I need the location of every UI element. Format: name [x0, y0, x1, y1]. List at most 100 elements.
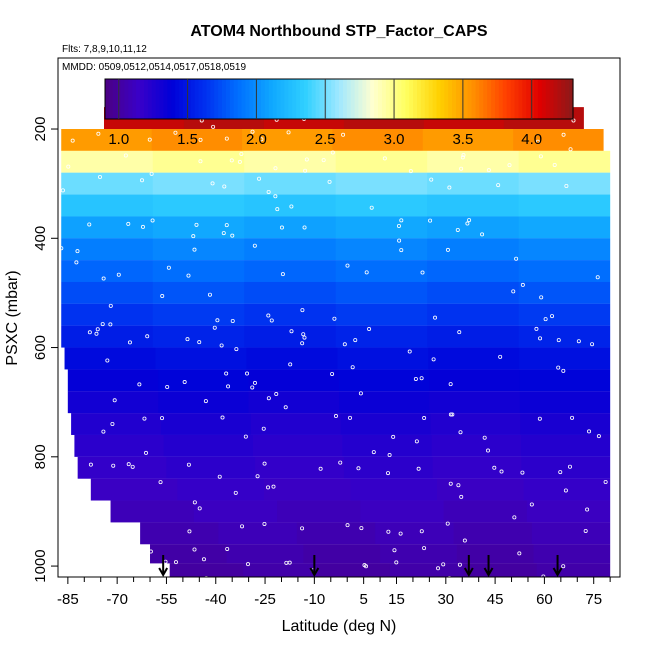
colorbar-segment — [175, 79, 180, 119]
heatmap-band — [61, 172, 611, 195]
down-arrow-head — [463, 567, 474, 578]
heatmap-cell — [430, 413, 521, 435]
heatmap-cell — [226, 544, 304, 564]
heatmap-cell — [428, 347, 520, 370]
flights-subtitle: Flts: 7,8,9,10,11,12 — [62, 44, 147, 55]
colorbar-segment — [440, 79, 445, 119]
heatmap-cell — [427, 150, 519, 173]
sample-point — [465, 221, 470, 226]
heatmap-cell — [277, 500, 361, 523]
colorbar-segment — [557, 79, 562, 119]
colorbar-segment — [303, 79, 309, 119]
heatmap-cell — [427, 238, 519, 261]
sample-point — [212, 325, 217, 330]
heatmap-cell — [520, 413, 611, 435]
colorbar-frame — [104, 78, 574, 120]
heatmap-cell — [335, 260, 428, 282]
heatmap-cell — [61, 303, 153, 326]
heatmap-cell — [248, 391, 339, 414]
sample-point — [359, 526, 364, 531]
sample-point — [448, 382, 453, 387]
heatmap-cell — [158, 369, 249, 392]
sample-point — [462, 538, 467, 543]
sample-point — [211, 124, 216, 129]
heatmap-cell — [335, 325, 428, 348]
heatmap-cell — [536, 563, 611, 577]
colorbar-tick-label: 2.0 — [246, 131, 267, 148]
heatmap-cell — [518, 260, 611, 282]
heatmap-cell — [71, 413, 161, 435]
heatmap-cell — [432, 456, 522, 479]
x-tick-label: -10 — [304, 591, 326, 608]
sample-point — [445, 247, 450, 252]
heatmap-cell — [335, 303, 428, 326]
sample-point — [182, 380, 187, 385]
colorbar-segment — [179, 79, 184, 119]
sample-point — [142, 416, 147, 421]
sample-point — [550, 314, 555, 319]
heatmap-band — [61, 238, 611, 261]
heatmap-cell — [248, 369, 339, 392]
sample-point — [110, 422, 115, 427]
heatmap-cell — [427, 194, 519, 217]
heatmap-cell — [160, 413, 251, 435]
heatmap-band — [61, 303, 611, 326]
heatmap-cell — [427, 260, 519, 282]
heatmap-band — [61, 325, 611, 348]
heatmap-cell — [67, 391, 159, 414]
plot-frame — [57, 57, 621, 578]
colorbar-segment — [459, 79, 465, 119]
colorbar-segment — [249, 79, 254, 119]
colorbar-segment — [327, 79, 332, 119]
colorbar-segment — [448, 79, 453, 119]
colorbar-segment — [385, 79, 391, 119]
heatmap-cell — [350, 478, 438, 501]
heatmap-cell — [152, 303, 245, 326]
sample-point — [480, 232, 485, 237]
colorbar-segment — [210, 79, 215, 119]
colorbar: 1.0 1.5 2.0 2.5 3.0 3.5 4.0 — [104, 78, 574, 148]
colorbar-segment — [167, 79, 172, 119]
sample-point — [210, 181, 215, 186]
sample-point — [408, 169, 413, 174]
sample-point — [492, 465, 497, 470]
heatmap-cell — [335, 281, 428, 304]
colorbar-segment — [253, 79, 258, 119]
sample-point — [422, 416, 427, 421]
colorbar-segment — [456, 79, 461, 119]
sample-point — [445, 521, 450, 526]
sample-point — [266, 189, 271, 194]
heatmap-cell — [193, 500, 278, 523]
sample-point — [450, 412, 455, 417]
sample-point — [333, 414, 338, 419]
x-tick-label: -40 — [205, 591, 227, 608]
colorbar-segment — [264, 79, 270, 119]
heatmap-cell — [533, 544, 611, 564]
x-tick-label: 5 — [359, 591, 367, 608]
x-tick-label: -70 — [106, 591, 128, 608]
sample-point — [538, 154, 543, 159]
colorbar-segment — [296, 79, 301, 119]
heatmap-cell — [90, 478, 178, 501]
sample-point — [448, 481, 453, 486]
sample-point — [595, 275, 600, 280]
sample-point — [498, 354, 503, 359]
colorbar-segment — [479, 79, 484, 119]
sample-point — [330, 150, 335, 155]
sample-point — [262, 521, 267, 526]
sample-point — [429, 177, 434, 182]
sample-point — [173, 560, 178, 565]
sample-point — [261, 426, 266, 431]
colorbar-segment — [339, 79, 344, 119]
sample-point — [541, 574, 546, 579]
colorbar-segment — [393, 79, 399, 119]
heatmap-cell — [152, 325, 245, 348]
colorbar-segment — [124, 79, 129, 119]
colorbar-segment — [545, 79, 551, 119]
sample-point — [382, 156, 387, 161]
sample-point — [201, 557, 206, 562]
x-axis: -85 -70 -55 -40 -25 -10 5 15 30 45 60 75 — [57, 577, 611, 608]
sample-point — [286, 130, 291, 135]
colorbar-segment — [151, 79, 157, 119]
